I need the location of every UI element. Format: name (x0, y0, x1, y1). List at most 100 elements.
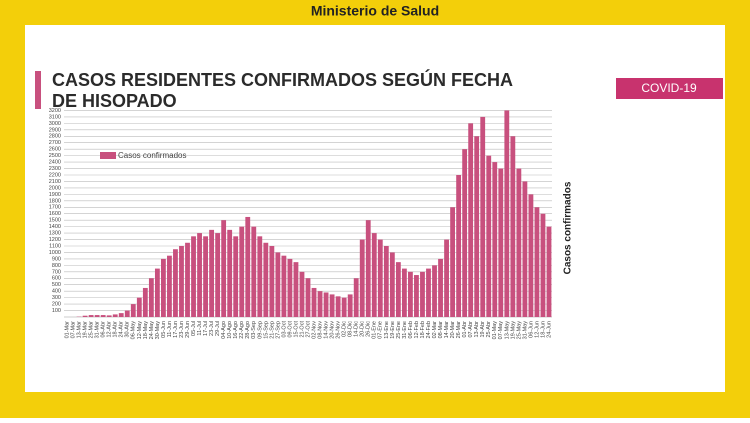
bar (504, 110, 509, 317)
badge-text: COVID-19 (641, 81, 697, 95)
bar (227, 230, 232, 317)
y-tick-label: 1000 (49, 250, 61, 256)
bar (360, 240, 365, 317)
y-tick-label: 2900 (49, 127, 61, 133)
y-tick-label: 1700 (49, 205, 61, 211)
y-tick-label: 2300 (49, 166, 61, 172)
bar (312, 288, 317, 317)
y-tick-label: 2000 (49, 185, 61, 191)
bar (541, 214, 546, 317)
bar (438, 259, 443, 317)
y-tick-label: 700 (52, 269, 61, 275)
bar (547, 227, 552, 317)
bar (161, 259, 166, 317)
bar (300, 272, 305, 317)
y-tick-label: 1600 (49, 211, 61, 217)
bar (197, 233, 202, 317)
bar (402, 269, 407, 317)
bar (203, 236, 208, 317)
y-tick-label: 1200 (49, 237, 61, 243)
y-tick-label: 1300 (49, 231, 61, 237)
bar (119, 313, 124, 317)
y-tick-label: 600 (52, 276, 61, 282)
chart-title: DE HISOPADO (52, 91, 177, 111)
bar (221, 220, 226, 317)
y-tick-label: 2500 (49, 153, 61, 159)
bar (366, 220, 371, 317)
bar (173, 249, 178, 317)
y-tick-label: 3000 (49, 121, 61, 127)
y-axis-label: Casos confirmados (563, 181, 574, 274)
y-tick-label: 3100 (49, 114, 61, 120)
y-tick-label: 2400 (49, 160, 61, 166)
bar (474, 136, 479, 317)
bar (468, 123, 473, 317)
bar (535, 207, 540, 317)
legend-label: Casos confirmados (118, 151, 186, 160)
bar (450, 207, 455, 317)
bar (83, 316, 88, 317)
bar (390, 252, 395, 317)
bar (426, 269, 431, 317)
y-tick-label: 3200 (49, 108, 61, 114)
chart-title: CASOS RESIDENTES CONFIRMADOS SEGÚN FECHA (52, 69, 513, 90)
bar (113, 314, 118, 317)
bar (294, 262, 299, 317)
bar (95, 315, 100, 317)
y-tick-label: 900 (52, 256, 61, 262)
bar (233, 236, 238, 317)
y-tick-label: 1100 (49, 243, 61, 249)
y-tick-label: 2800 (49, 134, 61, 140)
y-tick-label: 400 (52, 289, 61, 295)
bar (342, 298, 347, 317)
bar (498, 169, 503, 317)
bar (269, 246, 274, 317)
bar (179, 246, 184, 317)
bar (378, 240, 383, 317)
bar (330, 294, 335, 317)
bar (408, 272, 413, 317)
y-tick-label: 1400 (49, 224, 61, 230)
bar (149, 278, 154, 317)
y-tick-label: 2600 (49, 147, 61, 153)
bar (167, 256, 172, 317)
y-tick-label: 2700 (49, 140, 61, 146)
bar (131, 304, 136, 317)
bar (372, 233, 377, 317)
y-tick-label: 2200 (49, 172, 61, 178)
y-tick-label: 100 (52, 308, 61, 314)
bar (209, 230, 214, 317)
bar (529, 194, 534, 317)
title-accent (35, 71, 41, 109)
legend-swatch (100, 152, 116, 159)
bar (288, 259, 293, 317)
bar (306, 278, 311, 317)
bar (107, 315, 112, 317)
bar (414, 275, 419, 317)
bar (522, 181, 527, 317)
bar (89, 315, 94, 317)
bar (191, 236, 196, 317)
bar (185, 243, 190, 317)
bar (432, 265, 437, 317)
header-title: Ministerio de Salud (311, 3, 439, 19)
y-tick-label: 200 (52, 302, 61, 308)
bar (155, 269, 160, 317)
bar (480, 117, 485, 317)
bar (257, 236, 262, 317)
bar (462, 149, 467, 317)
y-tick-label: 1900 (49, 192, 61, 198)
x-tick-label: 24-Jun (546, 321, 552, 338)
bar (251, 227, 256, 317)
y-tick-label: 1800 (49, 198, 61, 204)
bar (444, 240, 449, 317)
bar (239, 227, 244, 317)
bar (324, 292, 329, 317)
bar (263, 243, 268, 317)
bar (384, 246, 389, 317)
bar (281, 256, 286, 317)
bar (101, 315, 106, 317)
bar (336, 296, 341, 317)
bar (348, 294, 353, 317)
